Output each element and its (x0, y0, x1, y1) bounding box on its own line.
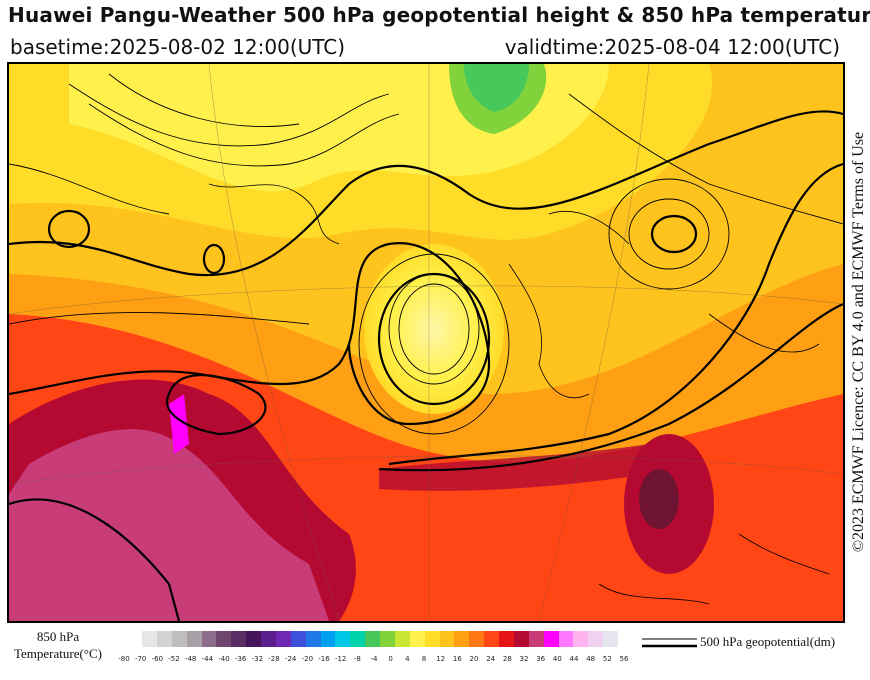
field-magenta (9, 429, 329, 621)
colorbar-swatch (156, 631, 172, 647)
colorbar-swatch (201, 631, 217, 647)
weather-map (9, 64, 843, 621)
validtime-label: validtime:2025-08-04 12:00(UTC) (504, 35, 840, 59)
colorbar-swatch (290, 631, 306, 647)
colorbar-swatch (142, 631, 157, 647)
colorbar-swatch (484, 631, 499, 647)
colorbar-tick-label: 20 (469, 655, 479, 663)
colorbar-tick-label: -32 (251, 655, 264, 663)
licence-text: ©2023 ECMWF Licence: CC BY 4.0 and ECMWF… (850, 131, 867, 553)
colorbar-swatch (261, 631, 276, 647)
colorbar-tick-label: -80 (118, 655, 130, 663)
colorbar-tick-label: -40 (218, 655, 230, 663)
colorbar-swatch (231, 631, 247, 647)
basetime-label: basetime:2025-08-02 12:00(UTC) (10, 35, 346, 59)
colorbar-tick-label: -8 (353, 655, 361, 663)
colorbar-swatch (350, 631, 366, 647)
field-green-core (464, 64, 529, 112)
colorbar-swatch (394, 631, 410, 647)
colorbar-tick-label: 40 (552, 655, 562, 663)
geopotential-legend-lines (642, 638, 697, 648)
colorbar-swatch (380, 631, 395, 647)
colorbar-tick-label: -48 (184, 655, 197, 663)
colorbar-tick-label: -4 (370, 655, 378, 663)
colorbar-swatch (588, 631, 604, 647)
colorbar-ticks: -80 -70 -60 -52 -48 -44 -40 -36 -32 -28 -24 -20 -16-… (116, 655, 636, 667)
colorbar-tick-label: 0 (388, 655, 393, 663)
licence-text-container: ©2023 ECMWF Licence: CC BY 4.0 and ECMWF… (848, 82, 870, 602)
colorbar-tick-label: -70 (134, 655, 147, 663)
chart-title: Huawei Pangu-Weather 500 hPa geopotentia… (8, 3, 870, 27)
colorbar-tick-label: 48 (586, 655, 596, 663)
colorbar-tick-label: 32 (519, 655, 529, 663)
colorbar-swatch (573, 631, 589, 647)
colorbar-tick-label: 44 (569, 655, 579, 663)
colorbar-swatch (424, 631, 440, 647)
colorbar-swatch (320, 631, 336, 647)
geopotential-legend-label: 500 hPa geopotential(dm) (700, 634, 836, 649)
colorbar-tick-label: -52 (168, 655, 180, 663)
colorbar-tick-label: 52 (602, 655, 612, 663)
colorbar-swatch (246, 631, 261, 647)
colorbar-swatch (603, 631, 618, 647)
colorbar-tick-label: 24 (486, 655, 496, 663)
colorbar-swatch (305, 631, 321, 647)
colorbar-swatch (275, 631, 291, 647)
field-band (379, 444, 649, 491)
coastlines (208, 183, 830, 605)
field-east-core (639, 469, 679, 529)
colorbar-label-line2: Temperature(°C) (13, 646, 103, 661)
colorbar-tick-label: -16 (318, 655, 330, 663)
colorbar-swatch (513, 631, 529, 647)
colorbar-tick-label: 28 (502, 655, 512, 663)
colorbar-swatch (499, 631, 514, 647)
field-cold-core (364, 244, 504, 414)
thin-contours (9, 73, 843, 435)
colorbar-swatch (216, 631, 232, 647)
colorbar-tick-label: 4 (405, 655, 410, 663)
field-hot-spot (169, 394, 189, 454)
colorbar-swatch (409, 631, 425, 647)
colorbar-swatch (171, 631, 187, 647)
colorbar-tick-label: -36 (234, 655, 247, 663)
colorbar-tick-label: -60 (151, 655, 164, 663)
graticule (9, 64, 843, 621)
colorbar-swatch (365, 631, 380, 647)
colorbar-tick-label: 12 (436, 655, 446, 663)
map-panel (7, 62, 845, 623)
colorbar-tick-label: 36 (536, 655, 546, 663)
colorbar-swatch (335, 631, 351, 647)
colorbar-swatch (454, 631, 470, 647)
colorbar-swatch (469, 631, 485, 647)
colorbar-tick-label: -24 (284, 655, 297, 663)
colorbar-tick-label: -44 (201, 655, 214, 663)
colorbar-tick-label: -12 (334, 655, 347, 663)
colorbar (142, 631, 618, 647)
colorbar-swatch (439, 631, 455, 647)
colorbar-swatch (558, 631, 574, 647)
colorbar-swatch (186, 631, 202, 647)
colorbar-tick-label: -28 (268, 655, 280, 663)
colorbar-swatch (543, 631, 559, 647)
colorbar-label-line1: 850 hPa (36, 629, 80, 644)
colorbar-swatch (528, 631, 544, 647)
colorbar-tick-label: 8 (421, 655, 427, 663)
colorbar-tick-label: -20 (301, 655, 314, 663)
colorbar-tick-label: 16 (452, 655, 462, 663)
colorbar-tick-label: 56 (619, 655, 629, 663)
colorbar-label: 850 hPa Temperature(°C) (8, 628, 108, 662)
